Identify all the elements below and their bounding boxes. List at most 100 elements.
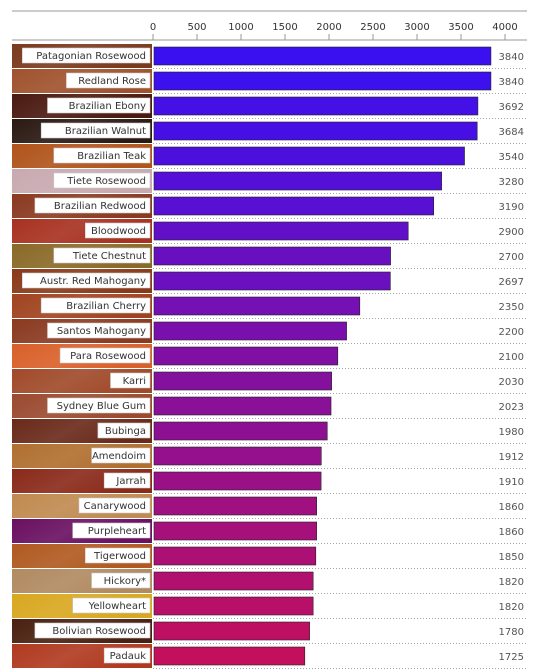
bar — [153, 246, 391, 266]
value-label: 1910 — [499, 477, 524, 488]
x-tick-label: 2000 — [316, 22, 341, 33]
bar — [153, 521, 317, 541]
bar — [153, 71, 492, 91]
category-label: Brazilian Redwood — [54, 201, 146, 212]
value-label: 2030 — [499, 377, 524, 388]
category-label: Santos Mahogany — [57, 326, 146, 337]
bar — [153, 171, 442, 191]
category-label-box — [40, 122, 151, 139]
value-label: 1780 — [499, 627, 524, 638]
category-label: Tigerwood — [93, 551, 146, 562]
bar — [153, 496, 317, 516]
category-label-box — [21, 47, 151, 64]
category-label: Canarywood — [84, 501, 146, 512]
bar — [153, 321, 347, 341]
x-tick-label: 0 — [150, 22, 156, 33]
x-tick-label: 4000 — [492, 22, 517, 33]
bar — [153, 396, 332, 416]
category-label: Sydney Blue Gum — [57, 401, 146, 412]
chart-row: Yellowheart 1820 — [12, 594, 527, 619]
bar — [153, 596, 314, 616]
bar — [153, 146, 465, 166]
category-label-box — [91, 447, 151, 464]
value-label: 2697 — [499, 277, 524, 288]
value-label: 2350 — [499, 302, 524, 313]
category-label: Purpleheart — [88, 526, 146, 537]
category-label: Brazilian Walnut — [65, 126, 146, 137]
chart-row: Bolivian Rosewood 1780 — [12, 619, 527, 644]
value-label: 3540 — [499, 152, 524, 163]
value-label: 1725 — [499, 652, 524, 663]
category-label-box — [72, 597, 151, 614]
category-label: Hickory* — [104, 576, 146, 587]
category-label: Bolivian Rosewood — [52, 626, 146, 637]
chart-row: Para Rosewood 2100 — [12, 344, 527, 369]
category-label: Padauk — [110, 651, 147, 662]
value-label: 1860 — [499, 527, 524, 538]
bar — [153, 96, 479, 116]
value-label: 1980 — [499, 427, 524, 438]
bar — [153, 346, 339, 366]
chart-rows: Patagonian Rosewood 3840 Redland Rose 3840 B… — [12, 44, 527, 669]
value-label: 2100 — [499, 352, 524, 363]
bar — [153, 296, 361, 316]
category-label-box — [40, 297, 151, 314]
value-label: 3190 — [499, 202, 524, 213]
category-label-box — [59, 347, 151, 364]
x-tick-label: 3000 — [404, 22, 429, 33]
bar — [153, 471, 322, 491]
chart-row: Jarrah 1910 — [12, 469, 527, 494]
bar — [153, 546, 317, 566]
category-label-box — [97, 422, 151, 439]
category-label-box — [47, 97, 151, 114]
category-label-box — [47, 322, 151, 339]
bar — [153, 196, 435, 216]
category-label-box — [110, 372, 151, 389]
category-label: Brazilian Cherry — [66, 301, 146, 312]
value-label: 3280 — [499, 177, 524, 188]
category-label: Austr. Red Mahogany — [40, 276, 146, 287]
bar — [153, 221, 409, 241]
category-label: Para Rosewood — [70, 351, 146, 362]
chart-row: Brazilian Redwood 3190 — [12, 194, 527, 219]
chart-row: Karri 2030 — [12, 369, 527, 394]
category-label-box — [85, 222, 151, 239]
category-label: Redland Rose — [78, 76, 146, 87]
chart-row: Bubinga 1980 — [12, 419, 527, 444]
chart-row: Patagonian Rosewood 3840 — [12, 44, 527, 69]
category-label-box — [21, 272, 151, 289]
chart-row: Canarywood 1860 — [12, 494, 527, 519]
bar — [153, 121, 478, 141]
chart-row: Redland Rose 3840 — [12, 69, 527, 94]
category-label: Amendoim — [92, 451, 146, 462]
bar — [153, 571, 314, 591]
category-label: Brazilian Teak — [77, 151, 146, 162]
chart-row: Brazilian Walnut 3684 — [12, 119, 527, 144]
bar — [153, 446, 322, 466]
chart-row: Austr. Red Mahogany 2697 — [12, 269, 527, 294]
chart-row: Bloodwood 2900 — [12, 219, 527, 244]
category-label-box — [53, 147, 151, 164]
category-label: Karri — [123, 376, 146, 387]
category-label-box — [53, 247, 151, 264]
category-label-box — [34, 622, 151, 639]
category-label-box — [72, 522, 151, 539]
x-tick-label: 1500 — [272, 22, 297, 33]
category-label: Tiete Chestnut — [72, 251, 146, 262]
chart-row: Tiete Rosewood 3280 — [12, 169, 527, 194]
category-label-box — [66, 72, 151, 89]
chart-row: Hickory* 1820 — [12, 569, 527, 594]
x-tick-label: 500 — [187, 22, 206, 33]
value-label: 3692 — [499, 102, 524, 113]
category-label-box — [34, 197, 151, 214]
category-label-box — [103, 472, 151, 489]
bar — [153, 371, 332, 391]
category-label: Jarrah — [115, 476, 146, 487]
chart-row: Tiete Chestnut 2700 — [12, 244, 527, 269]
chart-row: Brazilian Teak 3540 — [12, 144, 527, 169]
value-label: 2023 — [499, 402, 524, 413]
category-label: Tiete Rosewood — [66, 176, 146, 187]
chart-row: Purpleheart 1860 — [12, 519, 527, 544]
value-label: 3684 — [499, 127, 524, 138]
